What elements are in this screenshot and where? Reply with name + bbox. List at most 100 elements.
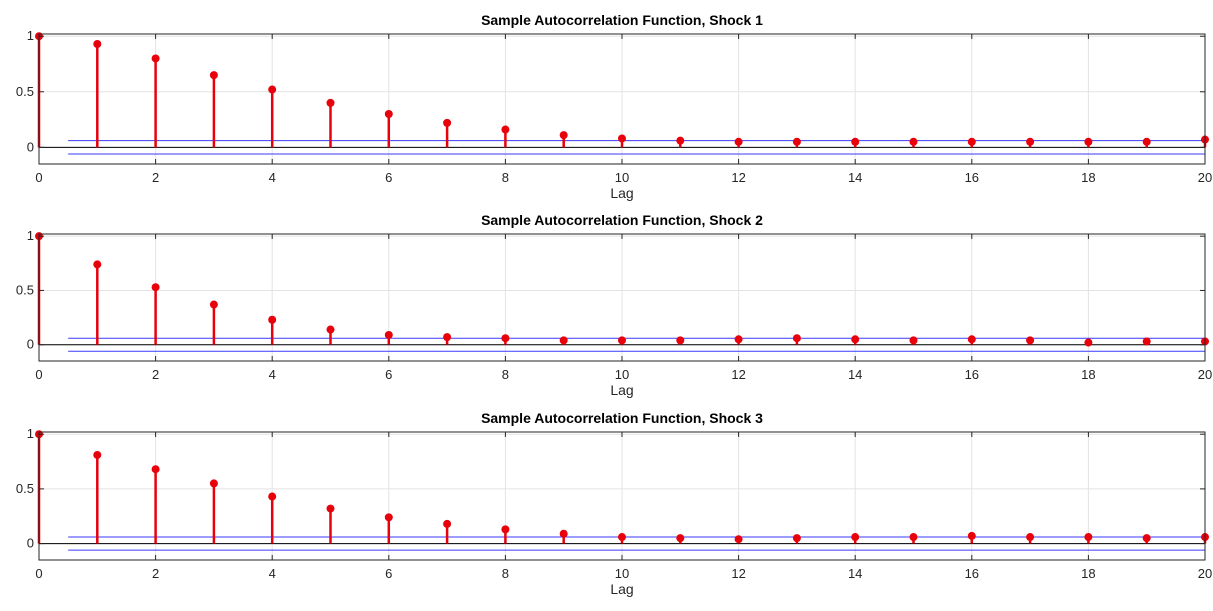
stem-marker: [326, 325, 335, 334]
y-tick-label: 0: [27, 536, 34, 551]
stem-marker: [734, 335, 743, 344]
stem-marker: [792, 334, 801, 343]
stem-marker: [326, 504, 335, 513]
stem-marker: [209, 300, 218, 309]
stem-marker: [151, 465, 160, 474]
stem-marker: [501, 334, 510, 343]
y-tick-label: 1: [27, 426, 34, 441]
stem-marker: [1084, 137, 1093, 146]
stem-marker: [559, 336, 568, 345]
stem-marker: [501, 125, 510, 134]
x-tick-label: 0: [35, 170, 42, 185]
chart-title: Sample Autocorrelation Function, Shock 2: [481, 212, 763, 228]
x-tick-label: 16: [965, 170, 979, 185]
stem-marker: [967, 531, 976, 540]
x-tick-label: 4: [269, 566, 276, 581]
stem-marker: [676, 336, 685, 345]
y-tick-label: 0.5: [16, 481, 34, 496]
stem-marker: [1142, 337, 1151, 346]
stem-marker: [268, 315, 277, 324]
stem-marker: [268, 492, 277, 501]
x-tick-label: 2: [152, 566, 159, 581]
x-tick-label: 6: [385, 566, 392, 581]
x-tick-label: 8: [502, 566, 509, 581]
x-tick-label: 20: [1198, 170, 1212, 185]
stem-marker: [1084, 533, 1093, 542]
x-tick-label: 4: [269, 170, 276, 185]
x-tick-label: 4: [269, 367, 276, 382]
stem-marker: [209, 71, 218, 80]
stem-marker: [792, 534, 801, 543]
stem-marker: [909, 533, 918, 542]
x-tick-label: 12: [731, 367, 745, 382]
x-tick-label: 14: [848, 367, 862, 382]
stem-marker: [734, 535, 743, 544]
y-tick-label: 1: [27, 28, 34, 43]
x-tick-label: 6: [385, 367, 392, 382]
stem-marker: [559, 529, 568, 538]
x-tick-label: 0: [35, 367, 42, 382]
chart-title: Sample Autocorrelation Function, Shock 3: [481, 410, 763, 426]
x-tick-label: 6: [385, 170, 392, 185]
stem-marker: [967, 137, 976, 146]
stem-marker: [1084, 338, 1093, 347]
x-tick-label: 10: [615, 367, 629, 382]
stem-marker: [384, 110, 393, 118]
stem-marker: [792, 137, 801, 146]
stem-marker: [909, 137, 918, 146]
stem-marker: [384, 513, 393, 522]
x-tick-label: 16: [965, 367, 979, 382]
stem-marker: [851, 533, 860, 542]
acf-subplot-2: 0 2 4 6 8 10 12 14 16 18 20 0 0.5 1 Sample Autocorrela…: [16, 212, 1212, 398]
y-tick-label: 0: [27, 337, 34, 352]
x-tick-label: 14: [848, 566, 862, 581]
x-axis-label: Lag: [610, 382, 633, 398]
stem-marker: [443, 519, 452, 528]
x-tick-label: 10: [615, 566, 629, 581]
acf-subplot-1: 0 2 4 6 8 10 12 14 16 18 20 0 0.5 1 Sample Autocorrela…: [16, 12, 1212, 201]
x-tick-label: 14: [848, 170, 862, 185]
y-tick-label: 0: [27, 139, 34, 154]
stem-marker: [909, 336, 918, 345]
stem-marker: [851, 335, 860, 344]
stem-marker: [1142, 534, 1151, 543]
x-tick-label: 18: [1081, 367, 1095, 382]
stem-marker: [209, 479, 218, 488]
stem-marker: [93, 40, 102, 48]
x-axis-label: Lag: [610, 581, 633, 597]
x-tick-label: 12: [731, 566, 745, 581]
x-axis-label: Lag: [610, 185, 633, 201]
x-tick-label: 18: [1081, 170, 1095, 185]
stem-marker: [326, 98, 335, 107]
stem-marker: [93, 260, 102, 269]
x-tick-label: 20: [1198, 367, 1212, 382]
stem-marker: [1026, 533, 1035, 542]
x-tick-label: 2: [152, 367, 159, 382]
x-tick-label: 0: [35, 566, 42, 581]
stem-marker: [734, 137, 743, 146]
x-tick-label: 10: [615, 170, 629, 185]
stem-marker: [1026, 336, 1035, 345]
stem-marker: [151, 283, 160, 292]
stem-marker: [501, 525, 510, 534]
x-tick-label: 16: [965, 566, 979, 581]
stem-marker: [676, 534, 685, 543]
y-tick-label: 0.5: [16, 282, 34, 297]
stem-marker: [618, 533, 626, 542]
y-tick-label: 1: [27, 228, 34, 243]
stem-marker: [1026, 137, 1035, 146]
stem-marker: [443, 333, 452, 342]
x-tick-label: 18: [1081, 566, 1095, 581]
x-tick-label: 20: [1198, 566, 1212, 581]
stem-marker: [676, 136, 685, 145]
stem-marker: [967, 335, 976, 344]
x-tick-label: 8: [502, 170, 509, 185]
y-tick-label: 0.5: [16, 84, 34, 99]
stem-marker: [93, 450, 102, 459]
stem-marker: [618, 336, 626, 345]
stem-marker: [384, 330, 393, 339]
stem-marker: [268, 85, 277, 94]
stem-marker: [851, 137, 860, 146]
x-tick-label: 2: [152, 170, 159, 185]
